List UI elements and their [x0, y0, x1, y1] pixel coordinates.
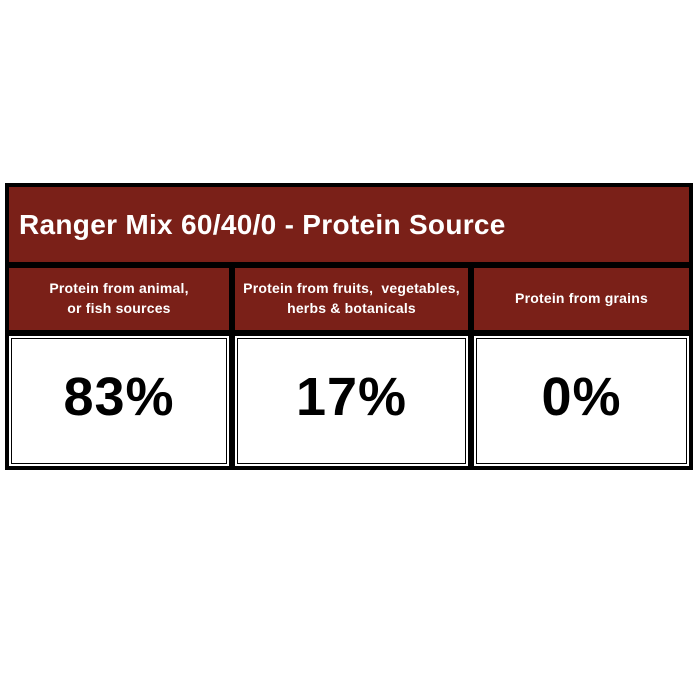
column-header-grains: Protein from grains	[474, 268, 689, 330]
table-value-row: 83% 17% 0%	[9, 336, 689, 466]
protein-source-table: Ranger Mix 60/40/0 - Protein Source Prot…	[5, 183, 693, 470]
table-header-row: Protein from animal, or fish sources Pro…	[9, 268, 689, 330]
column-header-animal-fish-label: Protein from animal, or fish sources	[49, 280, 189, 316]
column-header-grains-label: Protein from grains	[515, 290, 648, 307]
value-cell-grains: 0%	[474, 336, 689, 466]
value-grains-percent: 0%	[541, 367, 622, 427]
value-animal-fish-percent: 83%	[63, 367, 175, 427]
column-header-animal-fish: Protein from animal, or fish sources	[9, 268, 229, 330]
column-header-fruits-vegetables: Protein from fruits, vegetables, herbs &…	[235, 268, 468, 330]
column-header-fruits-vegetables-label: Protein from fruits, vegetables, herbs &…	[243, 280, 460, 316]
value-cell-fruits-vegetables: 17%	[235, 336, 468, 466]
value-fruits-vegetables-percent: 17%	[295, 367, 408, 427]
table-title: Ranger Mix 60/40/0 - Protein Source	[19, 208, 506, 240]
value-cell-animal-fish: 83%	[9, 336, 229, 466]
table-title-bar: Ranger Mix 60/40/0 - Protein Source	[9, 187, 689, 262]
